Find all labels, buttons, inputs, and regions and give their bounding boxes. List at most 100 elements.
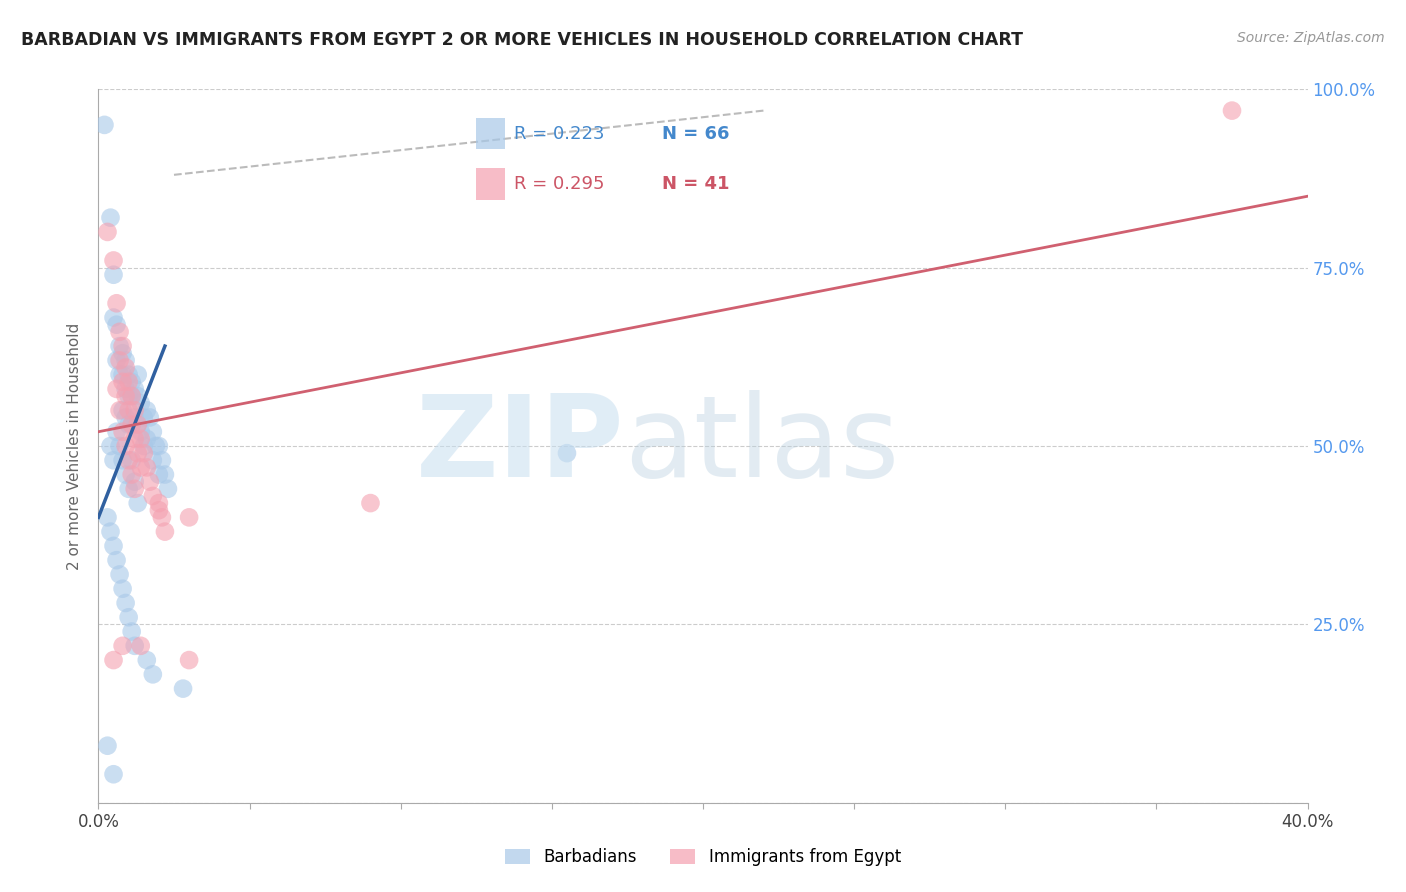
Point [124,382,146,396]
Point [103,310,125,325]
Point [118,482,141,496]
Point [103,268,125,282]
Point [129,639,152,653]
Point [108,353,131,368]
Point [121,389,143,403]
Point [153,524,176,539]
Point [100,211,122,225]
Point [139,475,162,489]
Text: BARBADIAN VS IMMIGRANTS FROM EGYPT 2 OR MORE VEHICLES IN HOUSEHOLD CORRELATION C: BARBADIAN VS IMMIGRANTS FROM EGYPT 2 OR … [21,31,1024,49]
Point [124,482,146,496]
Point [108,567,131,582]
Point [118,368,141,382]
Point [93,118,115,132]
Point [121,417,143,432]
Point [111,368,134,382]
Point [121,375,143,389]
Point [105,353,128,368]
Point [121,467,143,482]
Point [103,253,125,268]
Point [142,425,165,439]
Point [114,410,136,425]
Point [111,346,134,360]
Point [100,439,122,453]
Point [121,453,143,467]
Point [108,368,131,382]
Point [108,439,131,453]
Point [124,432,146,446]
Point [103,453,125,467]
Point [114,360,136,375]
Point [105,296,128,310]
Point [148,496,170,510]
Point [111,375,134,389]
Point [124,410,146,425]
Text: Source: ZipAtlas.com: Source: ZipAtlas.com [1237,31,1385,45]
Point [139,410,162,425]
Point [118,453,141,467]
Point [148,467,170,482]
Point [114,596,136,610]
Point [118,417,141,432]
Point [111,639,134,653]
Point [96,510,118,524]
Point [103,767,125,781]
Point [100,524,122,539]
Point [105,425,128,439]
Point [124,639,146,653]
Point [121,624,143,639]
Point [148,503,170,517]
Point [135,432,157,446]
Point [148,439,170,453]
Point [121,389,143,403]
Point [118,610,141,624]
Point [135,653,157,667]
Legend: Barbadians, Immigrants from Egypt: Barbadians, Immigrants from Egypt [496,840,910,875]
Point [150,510,173,524]
Point [108,403,131,417]
Point [111,403,134,417]
Point [111,425,134,439]
Point [114,439,136,453]
Point [114,353,136,368]
Point [108,325,131,339]
Point [142,667,165,681]
Point [127,417,149,432]
Point [129,396,152,410]
Point [1220,103,1243,118]
Point [114,389,136,403]
Point [555,446,578,460]
Point [114,467,136,482]
Point [105,553,128,567]
Point [118,403,141,417]
Point [111,453,134,467]
Point [118,389,141,403]
Text: ZIP: ZIP [416,391,624,501]
Point [111,339,134,353]
Point [129,425,152,439]
Point [127,389,149,403]
Point [103,653,125,667]
Point [127,417,149,432]
Point [150,453,173,467]
Point [142,489,165,503]
Point [179,510,201,524]
Point [105,382,128,396]
Point [103,539,125,553]
Point [108,339,131,353]
Point [105,318,128,332]
Point [132,410,155,425]
Point [129,460,152,475]
Point [172,681,194,696]
Point [129,432,152,446]
Point [145,439,167,453]
Point [135,460,157,475]
Point [124,475,146,489]
Point [96,225,118,239]
Point [114,382,136,396]
Point [124,403,146,417]
Point [111,582,134,596]
Point [132,446,155,460]
Point [360,496,382,510]
Point [179,653,201,667]
